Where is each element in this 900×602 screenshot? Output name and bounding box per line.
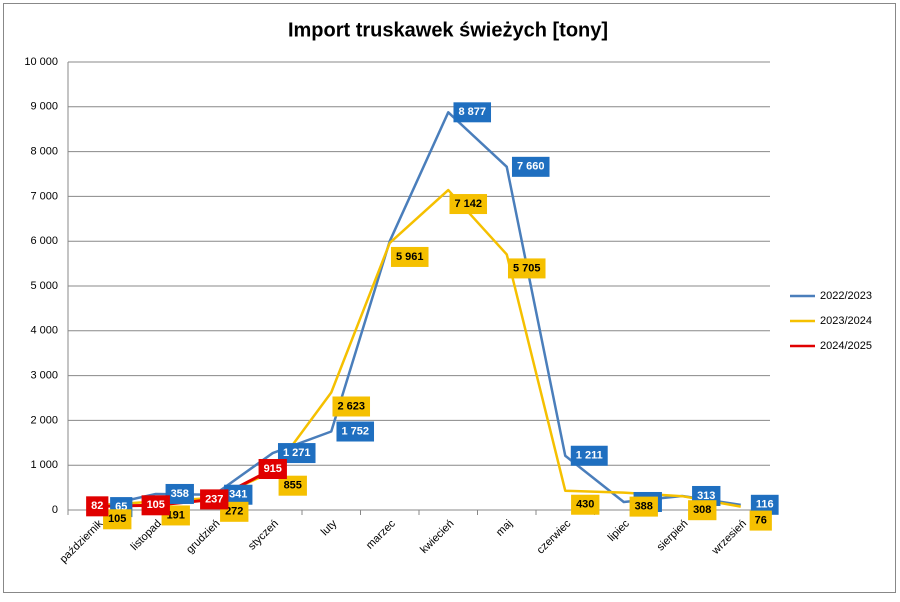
data-label: 76 bbox=[749, 510, 772, 531]
legend-label: 2022/2023 bbox=[820, 290, 872, 302]
y-tick-label: 1 000 bbox=[30, 459, 58, 471]
data-label-text: 105 bbox=[147, 499, 165, 511]
data-label-text: 5 961 bbox=[396, 251, 424, 263]
data-label: 915 bbox=[258, 459, 287, 480]
y-tick-label: 5 000 bbox=[30, 280, 58, 292]
data-label-text: 855 bbox=[284, 480, 302, 492]
data-label: 5 705 bbox=[507, 258, 546, 279]
chart-title: Import truskawek świeżych [tony] bbox=[288, 19, 608, 41]
data-label-text: 388 bbox=[635, 501, 653, 513]
data-label-text: 915 bbox=[264, 463, 282, 475]
data-label-text: 5 705 bbox=[513, 262, 541, 274]
data-label-text: 308 bbox=[693, 504, 711, 516]
y-tick-label: 10 000 bbox=[24, 56, 58, 68]
data-label: 308 bbox=[688, 500, 717, 521]
legend-label: 2024/2025 bbox=[820, 340, 872, 352]
data-label: 855 bbox=[278, 475, 307, 496]
y-tick-label: 8 000 bbox=[30, 146, 58, 158]
data-label-box bbox=[570, 445, 608, 466]
data-label-text: 8 877 bbox=[458, 106, 486, 118]
data-label-text: 76 bbox=[755, 515, 767, 527]
data-label-box bbox=[86, 496, 109, 517]
y-tick-label: 2 000 bbox=[30, 414, 58, 426]
data-label-box bbox=[332, 396, 371, 417]
data-label: 7 660 bbox=[511, 156, 550, 177]
data-label: 388 bbox=[629, 496, 658, 517]
y-tick-label: 9 000 bbox=[30, 101, 58, 113]
data-label-text: 105 bbox=[108, 513, 126, 525]
data-label-box bbox=[449, 194, 488, 215]
data-label-text: 272 bbox=[225, 506, 243, 518]
data-label: 5 961 bbox=[390, 246, 429, 267]
data-label-box bbox=[165, 483, 194, 504]
data-label-box bbox=[629, 496, 658, 517]
data-label: 430 bbox=[571, 494, 600, 515]
data-label-text: 341 bbox=[229, 489, 247, 501]
data-label-box bbox=[390, 246, 429, 267]
data-label-box bbox=[750, 494, 779, 515]
data-label-box bbox=[749, 510, 772, 531]
data-label-text: 313 bbox=[697, 490, 715, 502]
data-label-box bbox=[336, 421, 375, 442]
data-label-text: 116 bbox=[756, 499, 774, 511]
data-label-box bbox=[103, 509, 132, 530]
data-label-box bbox=[453, 102, 492, 123]
data-label-box bbox=[511, 156, 550, 177]
y-tick-label: 7 000 bbox=[30, 190, 58, 202]
data-label: 358 bbox=[165, 483, 194, 504]
data-label: 237 bbox=[200, 489, 229, 510]
data-label: 341 bbox=[224, 484, 253, 505]
data-label-box bbox=[278, 475, 307, 496]
data-label-text: 1 752 bbox=[341, 425, 369, 437]
data-label: 105 bbox=[141, 495, 170, 516]
data-label-text: 191 bbox=[167, 509, 185, 521]
data-label-box bbox=[224, 484, 253, 505]
data-label-box bbox=[258, 459, 287, 480]
data-label-text: 1 211 bbox=[576, 450, 603, 462]
data-label: 7 142 bbox=[449, 194, 488, 215]
data-label: 105 bbox=[103, 509, 132, 530]
data-label-box bbox=[571, 494, 600, 515]
data-label-text: 237 bbox=[205, 493, 223, 505]
data-label: 8 877 bbox=[453, 102, 492, 123]
data-label: 82 bbox=[86, 496, 109, 517]
y-tick-label: 0 bbox=[52, 504, 58, 516]
data-label-text: 7 142 bbox=[454, 198, 482, 210]
data-label-box bbox=[200, 489, 229, 510]
y-tick-label: 6 000 bbox=[30, 235, 58, 247]
data-label-text: 2 623 bbox=[337, 400, 365, 412]
data-label-box bbox=[507, 258, 546, 279]
legend-label: 2023/2024 bbox=[820, 315, 872, 327]
data-label: 2 623 bbox=[332, 396, 371, 417]
data-label-text: 1 271 bbox=[283, 447, 311, 459]
data-label-box bbox=[277, 443, 316, 464]
data-label-box bbox=[141, 495, 170, 516]
data-label: 1 752 bbox=[336, 421, 375, 442]
data-label: 116 bbox=[750, 494, 779, 515]
data-label-text: 358 bbox=[171, 488, 189, 500]
data-label-text: 430 bbox=[576, 499, 594, 511]
data-label-text: 7 660 bbox=[517, 161, 545, 173]
y-tick-label: 4 000 bbox=[30, 325, 58, 337]
data-label-text: 82 bbox=[91, 500, 103, 512]
y-tick-label: 3 000 bbox=[30, 370, 58, 382]
data-label-box bbox=[688, 500, 717, 521]
data-label: 1 271 bbox=[277, 443, 316, 464]
data-label: 1 211 bbox=[570, 445, 608, 466]
